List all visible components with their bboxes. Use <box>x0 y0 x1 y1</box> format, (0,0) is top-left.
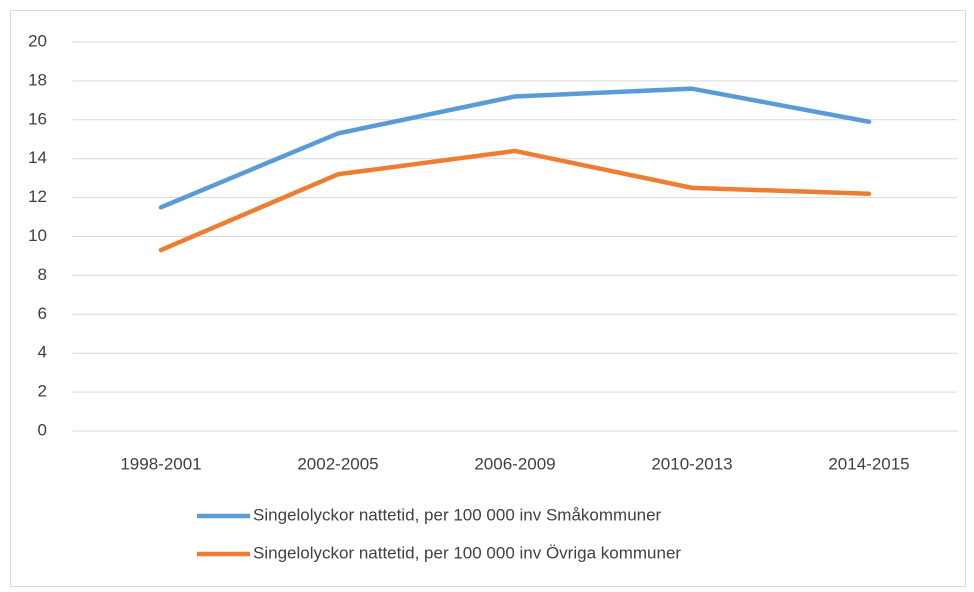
x-tick-label: 2002-2005 <box>297 454 378 473</box>
chart-frame <box>10 10 966 587</box>
y-tick-label: 18 <box>28 70 47 89</box>
x-tick-label: 2014-2015 <box>828 454 909 473</box>
y-tick-label: 4 <box>38 343 47 362</box>
series-line <box>158 148 872 253</box>
y-tick-label: 20 <box>28 31 47 50</box>
series-line <box>158 86 872 210</box>
x-tick-label: 1998-2001 <box>120 454 201 473</box>
x-tick-label: 2006-2009 <box>474 454 555 473</box>
y-tick-label: 8 <box>38 265 47 284</box>
y-tick-label: 6 <box>38 304 47 323</box>
y-tick-label: 10 <box>28 226 47 245</box>
y-tick-label: 0 <box>38 420 47 439</box>
y-tick-label: 16 <box>28 109 47 128</box>
y-tick-label: 12 <box>28 187 47 206</box>
y-tick-label: 2 <box>38 382 47 401</box>
legend-label: Singelolyckor nattetid, per 100 000 inv … <box>253 505 662 524</box>
legend-label: Singelolyckor nattetid, per 100 000 inv … <box>253 543 681 562</box>
x-tick-label: 2010-2013 <box>651 454 732 473</box>
y-tick-label: 14 <box>28 148 47 167</box>
